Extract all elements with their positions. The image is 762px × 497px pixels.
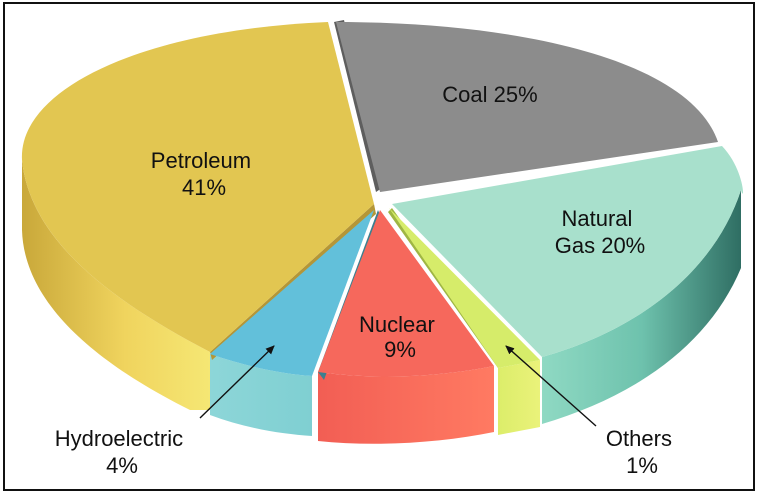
- hydroelectric-leader-arrow: [199, 345, 275, 419]
- label-coal: Coal 25%: [442, 82, 537, 107]
- label-nuclear: Nuclear 9%: [359, 312, 441, 362]
- slice-coal: [336, 22, 718, 192]
- slice-petroleum: [21, 22, 375, 352]
- slice-natural-gas: [392, 146, 744, 357]
- label-natural-gas-line1: Natural: [561, 206, 632, 231]
- label-petroleum-line2: 41%: [182, 175, 226, 200]
- label-others-line1: Others: [606, 426, 672, 451]
- slice-nuclear: [318, 210, 494, 377]
- label-hydroelectric-line2: 4%: [106, 453, 138, 478]
- others-leader-arrow: [505, 345, 597, 427]
- slice-hydroelectric: [210, 210, 374, 376]
- label-hydroelectric-line1: Hydroelectric: [55, 426, 183, 451]
- label-petroleum: Petroleum 41%: [151, 148, 257, 200]
- slice-others-side: [498, 360, 540, 435]
- slice-natural-gas-side: [542, 190, 741, 424]
- label-coal-line1: Coal 25%: [442, 82, 537, 107]
- label-natural-gas: Natural Gas 20%: [555, 206, 646, 258]
- slice-petroleum-side: [22, 160, 210, 410]
- label-hydroelectric: Hydroelectric 4%: [55, 426, 190, 478]
- label-others: Others 1%: [606, 426, 678, 478]
- slice-hydroelectric-side: [210, 354, 312, 436]
- slice-others: [389, 208, 540, 368]
- label-petroleum-line1: Petroleum: [151, 148, 251, 173]
- label-nuclear-line1: Nuclear: [359, 312, 435, 337]
- slice-nuclear-side: [318, 366, 494, 444]
- label-natural-gas-line2: Gas 20%: [555, 233, 646, 258]
- label-nuclear-line2: 9%: [384, 337, 416, 362]
- label-others-line2: 1%: [626, 453, 658, 478]
